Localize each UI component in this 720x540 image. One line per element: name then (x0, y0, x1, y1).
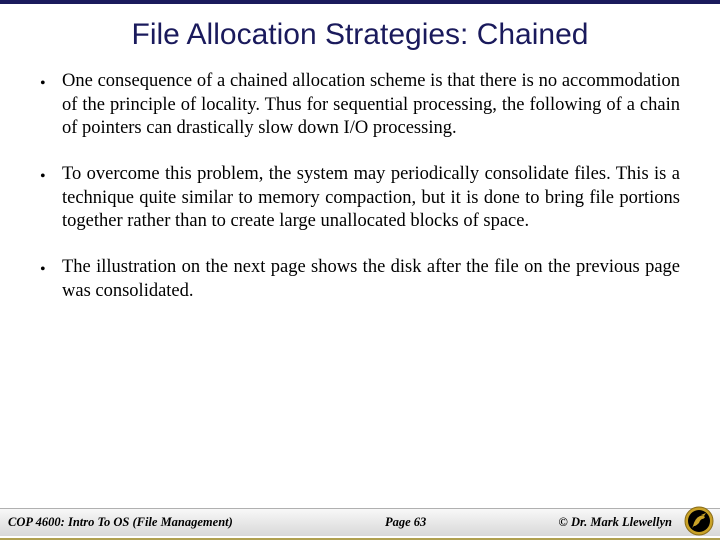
bullet-text: One consequence of a chained allocation … (62, 70, 680, 141)
slide-title: File Allocation Strategies: Chained (0, 4, 720, 70)
bullet-item: • To overcome this problem, the system m… (40, 163, 680, 234)
bullet-marker-icon: • (40, 70, 62, 141)
bullet-text: To overcome this problem, the system may… (62, 163, 680, 234)
slide-footer: COP 4600: Intro To OS (File Management) … (0, 508, 720, 536)
slide-body: • One consequence of a chained allocatio… (0, 70, 720, 303)
footer-page: Page 63 (233, 515, 559, 530)
slide-frame: File Allocation Strategies: Chained • On… (0, 0, 720, 540)
bullet-text: The illustration on the next page shows … (62, 256, 680, 303)
bullet-item: • One consequence of a chained allocatio… (40, 70, 680, 141)
bullet-item: • The illustration on the next page show… (40, 256, 680, 303)
bullet-marker-icon: • (40, 256, 62, 303)
bullet-marker-icon: • (40, 163, 62, 234)
footer-course: COP 4600: Intro To OS (File Management) (8, 515, 233, 530)
ucf-pegasus-icon (684, 506, 714, 536)
